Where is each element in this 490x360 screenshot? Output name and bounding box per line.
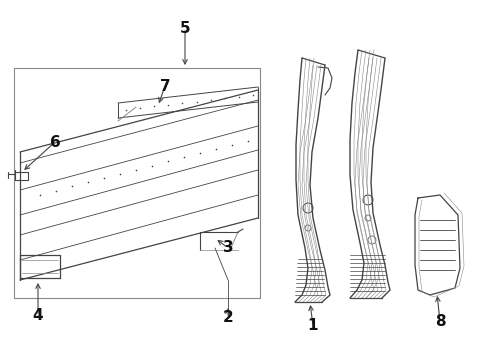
Text: 6: 6 (49, 135, 60, 149)
Text: 5: 5 (180, 21, 190, 36)
Text: 8: 8 (435, 315, 445, 329)
Text: 2: 2 (222, 310, 233, 325)
Bar (14, 68, 260, 298)
Text: 3: 3 (222, 240, 233, 256)
Text: 4: 4 (33, 309, 43, 324)
Text: 7: 7 (160, 78, 171, 94)
Text: 1: 1 (308, 319, 318, 333)
